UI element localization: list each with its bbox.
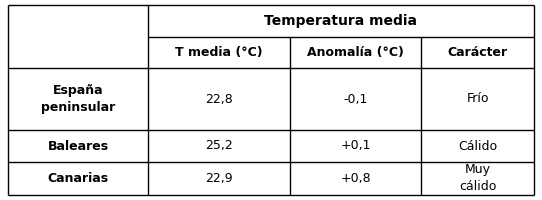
Text: Anomalía (°C): Anomalía (°C) [307, 46, 404, 59]
Text: Cálido: Cálido [458, 140, 497, 152]
Text: Temperatura media: Temperatura media [264, 14, 417, 28]
Text: 22,8: 22,8 [205, 92, 233, 106]
Text: +0,1: +0,1 [340, 140, 371, 152]
Text: Canarias: Canarias [48, 172, 108, 185]
Text: Muy
cálido: Muy cálido [459, 164, 496, 194]
Text: España
peninsular: España peninsular [41, 84, 115, 114]
Text: T media (°C): T media (°C) [175, 46, 263, 59]
Text: Frío: Frío [466, 92, 489, 106]
Text: Baleares: Baleares [48, 140, 108, 152]
Text: -0,1: -0,1 [343, 92, 367, 106]
Text: Carácter: Carácter [448, 46, 507, 59]
Text: 22,9: 22,9 [205, 172, 233, 185]
Text: 25,2: 25,2 [205, 140, 233, 152]
Text: +0,8: +0,8 [340, 172, 371, 185]
